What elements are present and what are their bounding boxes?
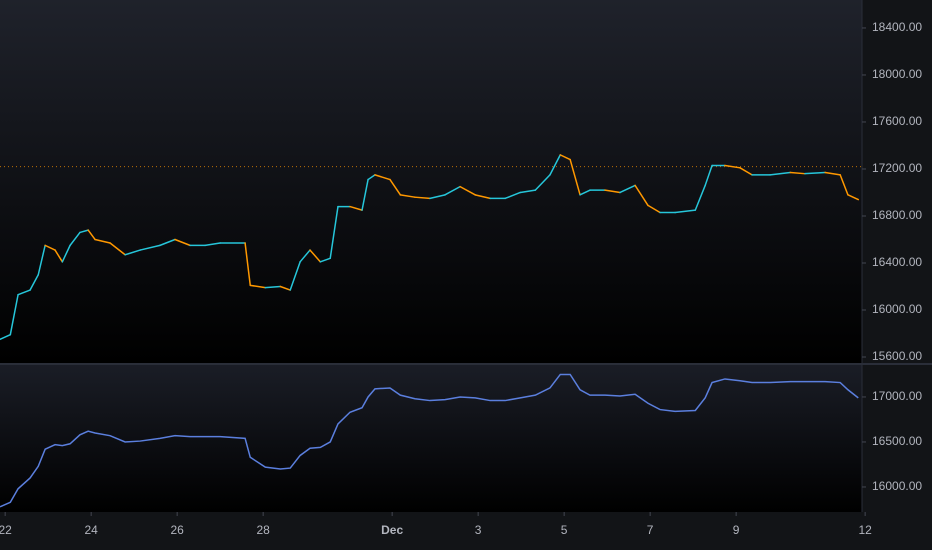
price-segment — [619, 184, 636, 194]
price-segment — [429, 194, 446, 200]
price-segment — [124, 249, 141, 256]
price-segment — [504, 191, 522, 200]
indicator-pane — [0, 365, 862, 512]
x-tick-label: 24 — [84, 523, 98, 537]
price-segment — [824, 171, 841, 176]
price-segment — [459, 185, 476, 196]
price-segment — [289, 261, 301, 291]
price-segment — [704, 164, 713, 187]
x-tick-label: 9 — [733, 523, 740, 537]
price-segment — [579, 189, 591, 196]
price-segment — [847, 194, 860, 201]
y-tick-label: 16500.00 — [872, 434, 922, 448]
price-segment — [474, 194, 491, 200]
price-segment — [361, 178, 369, 211]
x-tick-label: 28 — [256, 523, 270, 537]
x-tick-label: 26 — [170, 523, 184, 537]
price-segment — [0, 333, 12, 341]
y-tick-label: 17000.00 — [872, 389, 922, 403]
price-segment — [634, 184, 649, 207]
price-segment — [604, 189, 621, 194]
price-segment — [37, 244, 46, 276]
price-segment — [559, 154, 571, 161]
price-segment — [839, 174, 849, 196]
y-tick-label: 15600.00 — [872, 349, 922, 363]
x-tick-label: 22 — [0, 523, 12, 537]
price-segment — [87, 229, 96, 241]
price-segment — [204, 242, 221, 247]
price-segment — [9, 293, 19, 336]
time-axis — [0, 512, 932, 550]
price-segment — [319, 257, 331, 263]
y-tick-label: 16800.00 — [872, 208, 922, 222]
price-segment — [109, 242, 126, 256]
price-segment — [61, 244, 71, 263]
price-segment — [769, 171, 792, 176]
price-segment — [414, 196, 431, 200]
y-tick-label: 16400.00 — [872, 255, 922, 269]
price-segment — [54, 249, 64, 263]
price-pane — [0, 0, 862, 363]
price-segment — [549, 154, 562, 176]
price-segment — [17, 289, 31, 296]
y-tick-label: 16000.00 — [872, 479, 922, 493]
price-segment — [519, 189, 537, 194]
price-segment — [399, 194, 416, 198]
price-segment — [44, 244, 56, 251]
price-segment — [139, 244, 161, 251]
indicator-line — [0, 373, 859, 508]
price-segment — [367, 174, 376, 181]
price-segment — [94, 238, 111, 244]
price-segment — [174, 238, 191, 247]
price-segment — [674, 209, 697, 214]
price-segment — [79, 229, 89, 234]
price-segment — [69, 231, 81, 247]
price-segment — [724, 164, 741, 169]
price-segment — [159, 238, 176, 247]
y-tick-label: 17200.00 — [872, 161, 922, 175]
x-tick-label: Dec — [381, 523, 403, 537]
price-segment — [264, 285, 282, 289]
x-tick-label: 12 — [858, 523, 872, 537]
price-segment — [279, 285, 291, 291]
price-segment — [534, 174, 551, 191]
price-axis — [862, 0, 932, 550]
y-tick-label: 18400.00 — [872, 20, 922, 34]
price-segment — [299, 249, 311, 263]
y-tick-label: 18000.00 — [872, 67, 922, 81]
price-segment — [249, 284, 267, 289]
y-tick-label: 16000.00 — [872, 302, 922, 316]
x-tick-label: 5 — [561, 523, 568, 537]
price-segment — [569, 158, 581, 196]
x-tick-label: 7 — [647, 523, 654, 537]
price-segment — [444, 185, 461, 196]
price-segment — [309, 249, 322, 263]
price-segment — [374, 174, 391, 181]
price-segment — [349, 205, 363, 211]
price-segment — [244, 242, 252, 287]
price-segment — [789, 171, 806, 175]
price-segment — [647, 204, 661, 214]
price-segment — [29, 273, 40, 291]
y-tick-label: 17600.00 — [872, 114, 922, 128]
price-segment — [804, 171, 826, 175]
price-segment — [389, 178, 402, 196]
price-segment — [739, 167, 753, 176]
price-segment — [694, 184, 706, 211]
price-segment — [329, 205, 339, 260]
x-tick-label: 3 — [475, 523, 482, 537]
